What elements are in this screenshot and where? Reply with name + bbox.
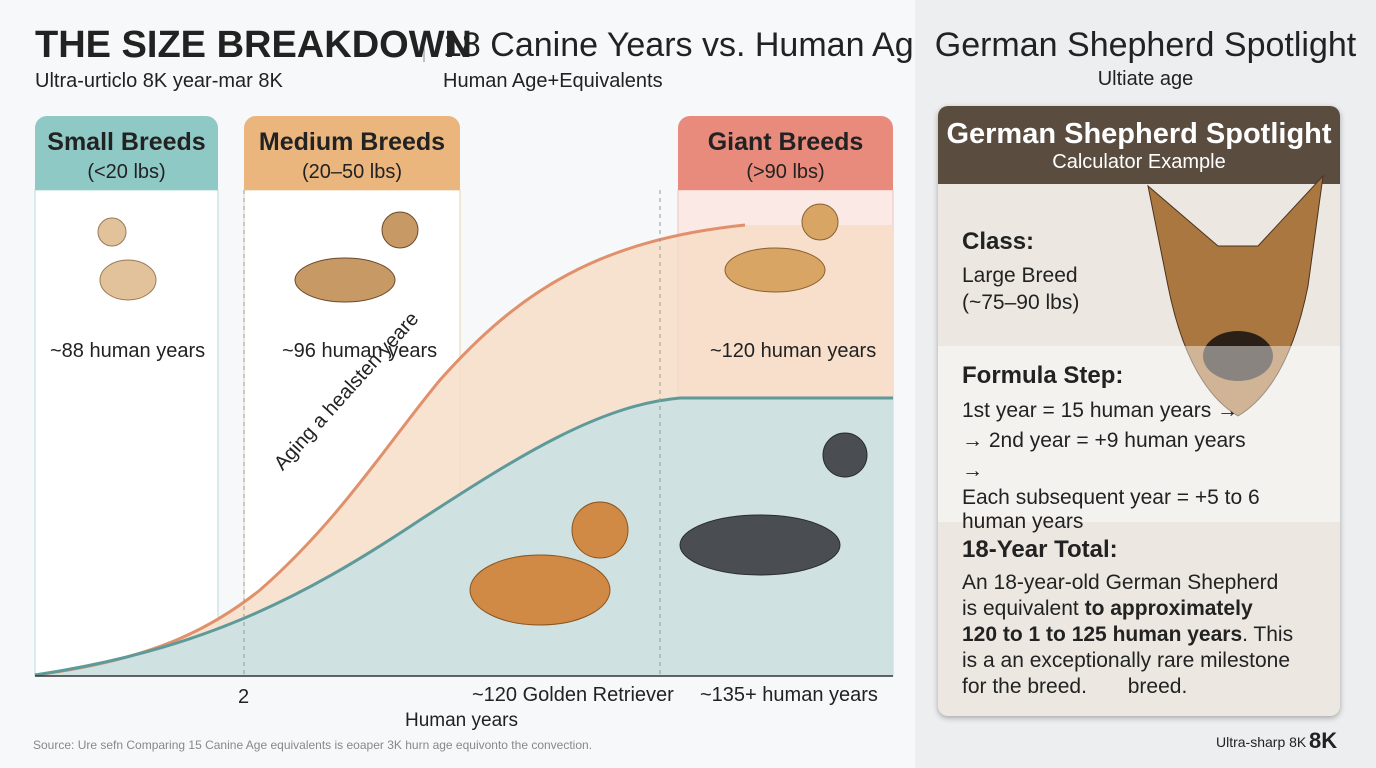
x-axis-label: Human years xyxy=(405,710,518,731)
panel-range: (20–50 lbs) xyxy=(301,161,403,183)
panel-title: Giant Breeds xyxy=(707,128,864,156)
x-tick-label: 2 xyxy=(238,686,250,708)
panel-title: Small Breeds xyxy=(47,128,206,156)
panel-header: Medium Breeds (20–50 lbs) xyxy=(244,116,460,190)
panel-range: (<20 lbs) xyxy=(87,161,166,183)
text: → 2nd year = +9 human years → xyxy=(962,429,1246,482)
total-section: 18-Year Total: An 18-year-old German Shep… xyxy=(962,536,1297,700)
chart-title: 18 Canine Years vs. Human Age xyxy=(443,26,933,64)
class-section: Class: Large Breed (~75–90 lbs) xyxy=(962,228,1079,316)
chart-subtitle: Human Age+Equivalents xyxy=(443,70,663,92)
bottom-label: ~135+ human years xyxy=(700,684,878,706)
panel-header: Giant Breeds (>90 lbs) xyxy=(678,116,893,190)
caption: ~88 human years xyxy=(50,340,206,362)
footer-text: Ultra-sharp 8K xyxy=(1216,734,1307,750)
card-subtitle: Calculator Example xyxy=(1052,151,1226,173)
footer-badge: 8K xyxy=(1309,728,1338,753)
text: Large Breed xyxy=(962,264,1078,287)
text: . This is a an exceptionally rare milest… xyxy=(962,623,1299,698)
text: Each subsequent year = +5 to 6 human yea… xyxy=(962,486,1260,533)
text: An 18-year-old German Shepherd is equiva… xyxy=(962,571,1285,620)
card-title: German Shepherd Spotlight xyxy=(946,118,1332,150)
caption: ~120 human years xyxy=(710,340,877,362)
heading: Class: xyxy=(962,228,1035,255)
text-bold: to approximately 120 to 1 to 125 human y… xyxy=(962,597,1265,646)
panel-header: Small Breeds (<20 lbs) xyxy=(35,116,218,190)
sidebar-title: German Shepherd Spotlight xyxy=(934,26,1357,64)
panel-range: (>90 lbs) xyxy=(746,161,825,183)
subtitle: Ultra-urticlo 8K year-mar 8K xyxy=(35,70,283,92)
formula-section: Formula Step: 1st year = 15 human years →… xyxy=(938,346,1340,533)
card-header: German Shepherd Spotlight Calculator Exam… xyxy=(938,106,1340,184)
heading: Formula Step: xyxy=(962,362,1124,389)
source: Source: Ure sefn Comparing 15 Canine Age… xyxy=(33,738,593,752)
panel-title: Medium Breeds xyxy=(258,128,446,156)
caption: ~96 human years xyxy=(282,340,438,362)
text: (~75–90 lbs) xyxy=(962,291,1080,314)
title: THE SIZE BREAKDOWN xyxy=(35,24,472,66)
heading: 18-Year Total: xyxy=(962,536,1118,563)
sidebar-subtitle: Ultiate age xyxy=(1097,68,1194,90)
dog-illustration xyxy=(1147,174,1324,417)
text: 1st year = 15 human years → xyxy=(962,399,1239,422)
bottom-label: ~120 Golden Retriever xyxy=(472,684,674,706)
card: German Shepherd Spotlight Calculator Exam… xyxy=(938,106,1340,716)
